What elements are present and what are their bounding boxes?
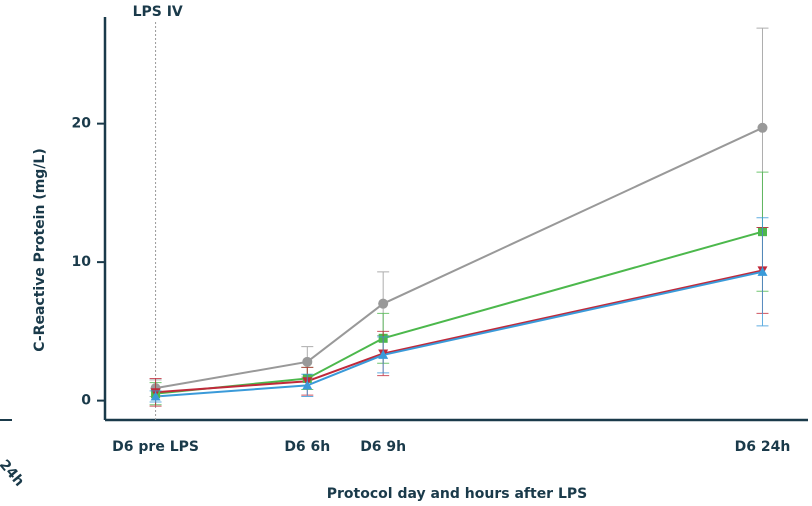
cut-label: 24h <box>0 457 27 490</box>
marker <box>302 356 313 367</box>
series-line <box>155 270 763 398</box>
y-tick-label: 0 <box>81 393 91 409</box>
marker <box>302 380 313 390</box>
x-tick-label: D6 24h <box>735 439 791 455</box>
marker <box>150 391 161 401</box>
marker <box>757 266 768 276</box>
series-line <box>155 230 763 395</box>
series-line <box>155 269 763 394</box>
series-line <box>155 126 763 390</box>
x-tick-label: D6 6h <box>284 439 330 455</box>
x-tick-label: D6 pre LPS <box>112 439 199 455</box>
marker <box>378 298 389 309</box>
x-axis-title: Protocol day and hours after LPS <box>327 486 587 502</box>
annotation-label: LPS IV <box>133 4 183 20</box>
marker <box>378 349 389 359</box>
y-axis-title: C-Reactive Protein (mg/L) <box>32 148 48 351</box>
marker <box>757 122 768 133</box>
y-tick-label: 20 <box>72 116 92 132</box>
y-tick-label: 10 <box>72 254 92 270</box>
x-tick-label: D6 9h <box>360 439 406 455</box>
